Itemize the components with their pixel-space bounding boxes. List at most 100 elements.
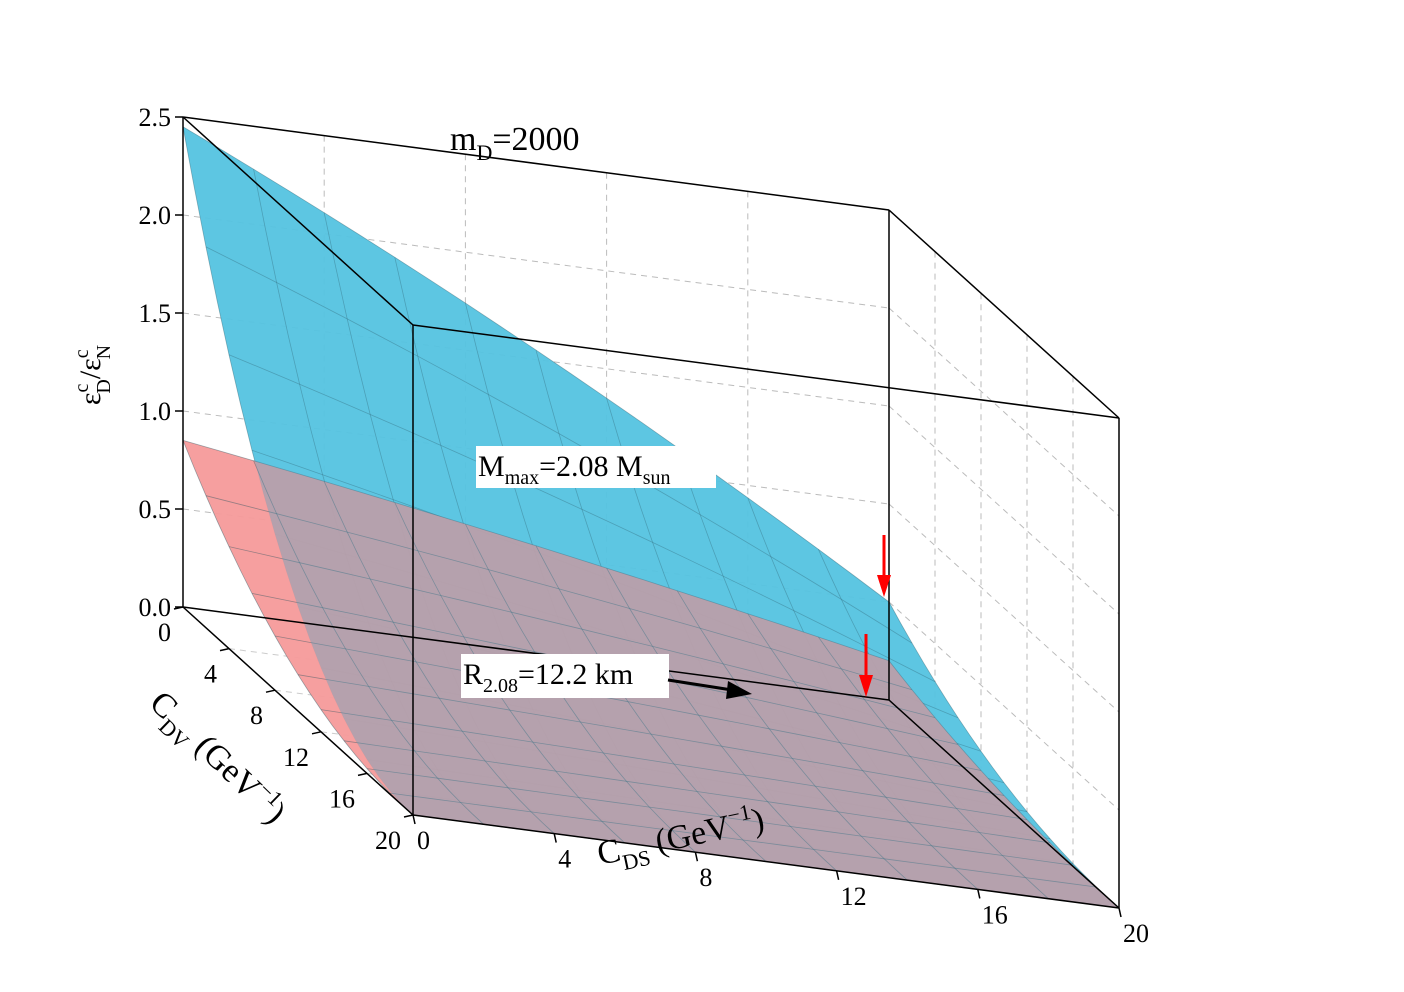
mesh-line xyxy=(182,126,890,603)
mesh-line xyxy=(274,635,982,771)
z-label-sub2: N xyxy=(93,345,115,359)
x-tick-label: 12 xyxy=(841,882,867,911)
annotation-mmax-box xyxy=(476,446,716,488)
title-rest: =2000 xyxy=(492,121,579,158)
z-tick-label: 2.0 xyxy=(139,201,172,230)
frame-edge xyxy=(888,699,1120,909)
mesh-line xyxy=(320,709,1028,820)
x-label-sub: DS xyxy=(620,845,653,875)
red-arrows xyxy=(859,535,891,697)
y-tick-label: 8 xyxy=(250,701,263,730)
frame-edge xyxy=(412,814,1120,909)
annotation-r208: R2.08=12.2 km xyxy=(461,654,669,698)
frame-edge xyxy=(888,209,1120,419)
z-tick-label: 0.0 xyxy=(139,593,172,622)
mesh-line xyxy=(394,502,626,844)
y-tick-label: 4 xyxy=(204,660,217,689)
y-tick-mark xyxy=(403,814,414,818)
z-label-sub1: D xyxy=(93,379,115,393)
y-tick-label: 0 xyxy=(158,618,171,647)
y-tick-mark xyxy=(219,647,230,652)
box-frame xyxy=(182,116,1120,909)
r208-rest: =12.2 km xyxy=(518,658,633,691)
y-tick-mark xyxy=(265,689,276,693)
x-tick-mark xyxy=(977,889,981,899)
y-tick-label: 12 xyxy=(283,743,309,772)
frame-edge xyxy=(182,606,414,816)
z-tick-label: 0.5 xyxy=(139,495,172,524)
z-label-e2: ε xyxy=(74,358,107,371)
mesh-line xyxy=(747,613,979,890)
mesh-line xyxy=(205,246,913,644)
annotation-arrow-shaft xyxy=(667,678,733,692)
mesh-line xyxy=(389,792,1097,888)
grid-line-z-side xyxy=(888,503,1120,713)
x-tick-label: 0 xyxy=(417,826,430,855)
title-main: m xyxy=(450,121,476,158)
mesh-line xyxy=(297,674,1005,796)
mesh-line xyxy=(818,636,1049,899)
mesh-line xyxy=(253,460,484,825)
x-tick-label: 20 xyxy=(1123,919,1149,948)
mmax-sub1: max xyxy=(505,467,539,489)
frame-edge xyxy=(182,116,414,326)
mmax-mid: =2.08 M xyxy=(539,450,643,483)
mesh-line xyxy=(535,545,767,862)
frame-edge xyxy=(412,324,1120,419)
x-ticks: 0 4 8 12 16 20 xyxy=(412,814,1149,948)
x-tick-label: 4 xyxy=(558,845,571,874)
mesh-line xyxy=(182,440,414,816)
mesh-line xyxy=(182,440,890,662)
x-tick-label: 8 xyxy=(699,863,712,892)
chart-title: mD=2000 xyxy=(450,121,580,165)
x-tick-mark xyxy=(835,870,840,880)
y-tick-mark xyxy=(173,606,184,610)
z-label-sup2: c xyxy=(71,349,93,358)
r208-sub: 2.08 xyxy=(483,675,518,697)
z-label-slash: / xyxy=(74,370,107,379)
grid-line-z-side xyxy=(888,601,1120,811)
r208-main: R xyxy=(463,658,483,691)
y-tick-mark xyxy=(357,772,368,777)
annotation-arrow-head xyxy=(726,681,752,699)
x-label-sup: −1 xyxy=(725,799,753,828)
z-tick-label: 1.5 xyxy=(139,299,172,328)
mesh-line xyxy=(606,567,837,872)
x-tick-mark xyxy=(1118,907,1122,918)
mmax-main: M xyxy=(478,450,505,483)
annotation-mmax: Mmax=2.08 Msun xyxy=(476,446,716,489)
mesh-line xyxy=(205,495,913,691)
mesh-line xyxy=(888,601,1120,909)
annotation-r208-text: R2.08=12.2 km xyxy=(463,658,633,697)
mesh-line xyxy=(465,523,696,853)
title-sub: D xyxy=(476,140,492,165)
annotation-mmax-text: Mmax=2.08 Msun xyxy=(478,450,671,489)
x-tick-mark xyxy=(412,814,416,825)
z-ticks: 0.0 0.5 1.0 1.5 2.0 2.5 xyxy=(139,103,183,622)
z-label-sup1: c xyxy=(71,384,93,393)
z-axis-label: εcD/εcN xyxy=(71,345,115,405)
mesh-line xyxy=(323,481,555,834)
annotation-r208-box xyxy=(461,654,669,698)
z-tick-label: 1.0 xyxy=(139,397,172,426)
red-arrow-1-head xyxy=(877,575,891,597)
grid-line-z-back xyxy=(182,214,890,309)
mesh-line xyxy=(228,546,936,718)
x-tick-mark xyxy=(694,852,699,862)
y-tick-label: 16 xyxy=(329,784,355,813)
z-tick-label: 2.5 xyxy=(139,103,172,132)
y-tick-label: 20 xyxy=(375,826,401,855)
z-label-e1: ε xyxy=(74,393,107,406)
x-tick-mark xyxy=(553,833,557,843)
mesh-line xyxy=(366,768,1074,866)
mesh-line xyxy=(676,590,908,881)
mesh-line xyxy=(343,740,1051,844)
y-ticks: 0 4 8 12 16 20 xyxy=(158,606,414,855)
red-arrow-2-head xyxy=(859,675,873,697)
annotation-arrow xyxy=(667,678,752,699)
grid-line-z-side xyxy=(888,307,1120,517)
grid-line-z-side xyxy=(888,405,1120,615)
frame-edge xyxy=(182,606,890,701)
mmax-sub2: sun xyxy=(643,467,671,489)
